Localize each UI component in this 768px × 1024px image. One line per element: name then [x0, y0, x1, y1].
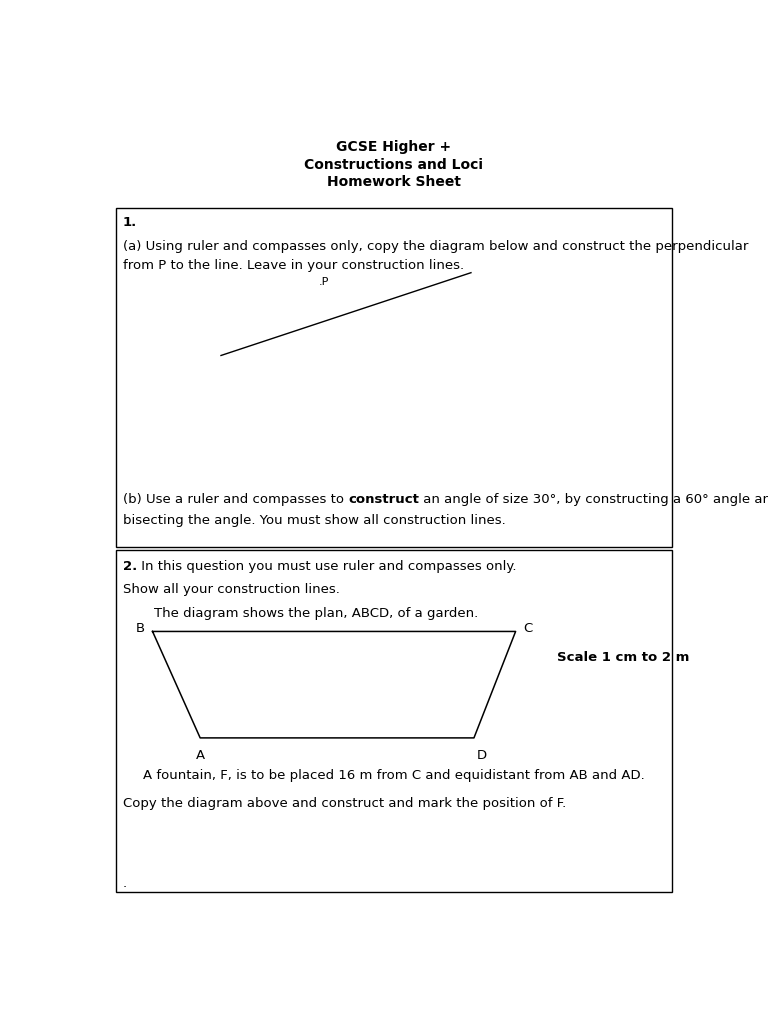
Text: .: .: [123, 878, 127, 891]
Text: Show all your construction lines.: Show all your construction lines.: [123, 584, 339, 596]
Text: Copy the diagram above and construct and mark the position of F.: Copy the diagram above and construct and…: [123, 797, 566, 810]
Text: Constructions and Loci: Constructions and Loci: [304, 158, 483, 172]
Text: Scale 1 cm to 2 m: Scale 1 cm to 2 m: [558, 651, 690, 665]
Text: A fountain, F, is to be placed 16 m from C and equidistant from AB and AD.: A fountain, F, is to be placed 16 m from…: [143, 769, 644, 782]
Text: from P to the line. Leave in your construction lines.: from P to the line. Leave in your constr…: [123, 259, 464, 272]
Text: C: C: [523, 622, 532, 635]
Text: Homework Sheet: Homework Sheet: [326, 175, 461, 188]
Text: bisecting the angle. You must show all construction lines.: bisecting the angle. You must show all c…: [123, 514, 505, 527]
Text: B: B: [136, 622, 145, 635]
Bar: [116, 208, 671, 547]
Text: an angle of size 30°, by constructing a 60° angle and: an angle of size 30°, by constructing a …: [419, 494, 768, 507]
Text: A: A: [196, 749, 205, 762]
Text: The diagram shows the plan, ABCD, of a garden.: The diagram shows the plan, ABCD, of a g…: [154, 607, 478, 620]
Text: (b) Use a ruler and compasses to: (b) Use a ruler and compasses to: [123, 494, 348, 507]
Text: GCSE Higher +: GCSE Higher +: [336, 140, 451, 155]
Text: 2.: 2.: [123, 560, 137, 572]
Text: 1.: 1.: [123, 216, 137, 229]
Text: .P: .P: [319, 276, 329, 287]
Text: D: D: [477, 749, 487, 762]
Text: In this question you must use ruler and compasses only.: In this question you must use ruler and …: [137, 560, 517, 572]
Text: (a) Using ruler and compasses only, copy the diagram below and construct the per: (a) Using ruler and compasses only, copy…: [123, 240, 748, 253]
Bar: [116, 550, 671, 892]
Text: construct: construct: [348, 494, 419, 507]
